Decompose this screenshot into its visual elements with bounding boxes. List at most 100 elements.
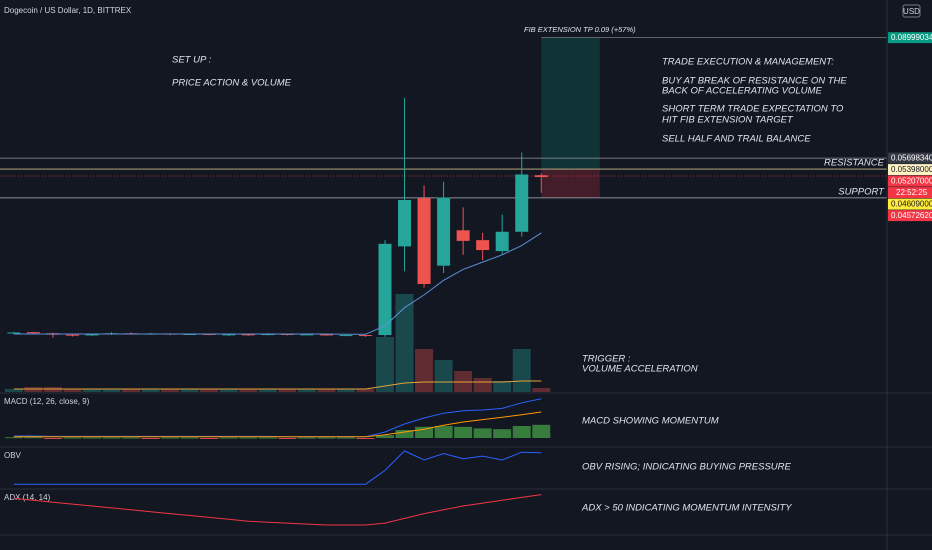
candle-body <box>222 334 236 336</box>
volume-bar <box>278 389 297 392</box>
histogram-bar <box>512 426 531 438</box>
volume-bar <box>317 389 336 392</box>
histogram-bar <box>4 437 23 439</box>
volume-bar <box>83 389 102 392</box>
chart-title: Dogecoin / US Dollar, 1D, BITTREX <box>4 6 132 15</box>
histogram-bar <box>180 437 199 439</box>
annotation: BACK OF ACCELERATING VOLUME <box>662 86 822 97</box>
histogram-bar <box>239 437 258 439</box>
candle-body <box>241 334 255 336</box>
volume-bar <box>239 389 258 392</box>
annotation: ADX > 50 INDICATING MOMENTUM INTENSITY <box>581 503 792 514</box>
annotation: BUY AT BREAK OF RESISTANCE ON THE <box>662 76 847 87</box>
volume-bar <box>375 337 394 392</box>
volume-bar <box>415 349 434 392</box>
annotation: FIB EXTENSION TP 0.09 (+57%) <box>524 25 636 34</box>
candle-body <box>319 334 333 336</box>
pane-title: OBV <box>4 451 22 460</box>
plot: MACD (12, 26, close, 9) OBV ADX (14, 14) <box>0 37 887 526</box>
volume-bar <box>219 389 238 392</box>
price-badge <box>888 32 932 44</box>
volume-bar <box>180 389 199 392</box>
annotation: OBV RISING; INDICATING BUYING PRESSURE <box>582 462 792 473</box>
candle-body <box>398 200 412 247</box>
volume-bar <box>532 388 551 392</box>
indicator-line <box>13 411 542 438</box>
annotation: SET UP : <box>172 55 212 66</box>
indicator-line <box>13 450 542 485</box>
price-badge <box>888 175 932 187</box>
histogram-bar <box>473 428 492 438</box>
candle-body <box>456 230 470 241</box>
currency[interactable]: USD <box>903 7 920 16</box>
volume-bar <box>102 389 121 392</box>
price-badge <box>888 152 932 164</box>
price-badge-label: 0.04572620 <box>891 211 932 220</box>
pane-title: ADX (14, 14) <box>4 493 51 502</box>
candle-body <box>339 335 353 337</box>
histogram-bar <box>63 437 82 439</box>
volume-bar <box>434 360 453 392</box>
histogram-bar <box>258 437 277 439</box>
histogram-bar <box>278 438 297 439</box>
price-badge <box>888 210 932 222</box>
price-badge <box>888 164 932 176</box>
annotation: SUPPORT <box>838 187 885 198</box>
annotation: TRIGGER : <box>582 354 631 365</box>
candle-body <box>378 243 392 336</box>
annotation: RESISTANCE <box>824 158 885 169</box>
volume-bar <box>161 389 180 392</box>
annotation: VOLUME ACCELERATION <box>582 364 698 375</box>
volume-bar <box>356 389 375 392</box>
annotation: PRICE ACTION & VOLUME <box>172 78 292 89</box>
candle-body <box>85 334 99 336</box>
histogram-bar <box>102 437 121 439</box>
annotation: TRADE EXECUTION & MANAGEMENT: <box>662 57 834 68</box>
annotation: HIT FIB EXTENSION TARGET <box>662 115 794 126</box>
volume-bar <box>200 389 219 392</box>
volume-bar <box>297 389 316 392</box>
volume-bar <box>512 349 531 392</box>
candle-body <box>417 198 431 284</box>
volume-ma <box>13 380 542 390</box>
histogram-bar <box>493 429 512 438</box>
volume-bar <box>141 389 160 392</box>
histogram-bar <box>24 437 43 439</box>
countdown-badge <box>888 187 932 199</box>
histogram-bar <box>43 438 62 439</box>
candle-body <box>7 332 21 334</box>
price-scale: 0.08999034 0.05698340 0.05398000 0.05207000… <box>888 32 932 222</box>
currency-button[interactable] <box>902 4 921 18</box>
histogram-bar <box>336 437 355 439</box>
volume-bar <box>473 378 492 392</box>
histogram-bar <box>122 437 141 439</box>
candle-body <box>300 334 314 336</box>
moving-average <box>13 232 542 335</box>
histogram-bar <box>297 437 316 439</box>
price-badge-label: 0.08999034 <box>891 33 932 42</box>
candle-body <box>437 197 451 266</box>
volume-bar <box>395 294 414 392</box>
candle-body <box>534 175 548 178</box>
histogram-bar <box>317 437 336 439</box>
indicator-line <box>13 494 542 526</box>
candle-body <box>515 174 529 232</box>
annotations: SET UP : PRICE ACTION & VOLUME FIB EXTEN… <box>172 25 885 514</box>
histogram-bar <box>141 438 160 439</box>
price-badge-label: 0.05207000 <box>891 177 932 186</box>
price-badge-label: 0.05398000 <box>891 165 932 174</box>
candle-body <box>476 240 490 251</box>
candle-body <box>495 231 509 252</box>
volume-bar <box>493 381 512 392</box>
countdown: 22:52:25 <box>896 188 928 197</box>
histogram-bar <box>200 438 219 439</box>
histogram-bar <box>219 437 238 439</box>
stop-zone <box>541 169 600 198</box>
volume-bar <box>122 389 141 392</box>
histogram-bar <box>434 426 453 438</box>
annotation: SELL HALF AND TRAIL BALANCE <box>662 134 811 145</box>
volume-bar <box>336 389 355 392</box>
annotation: SHORT TERM TRADE EXPECTATION TO <box>662 104 844 115</box>
volume-bar <box>258 389 277 392</box>
